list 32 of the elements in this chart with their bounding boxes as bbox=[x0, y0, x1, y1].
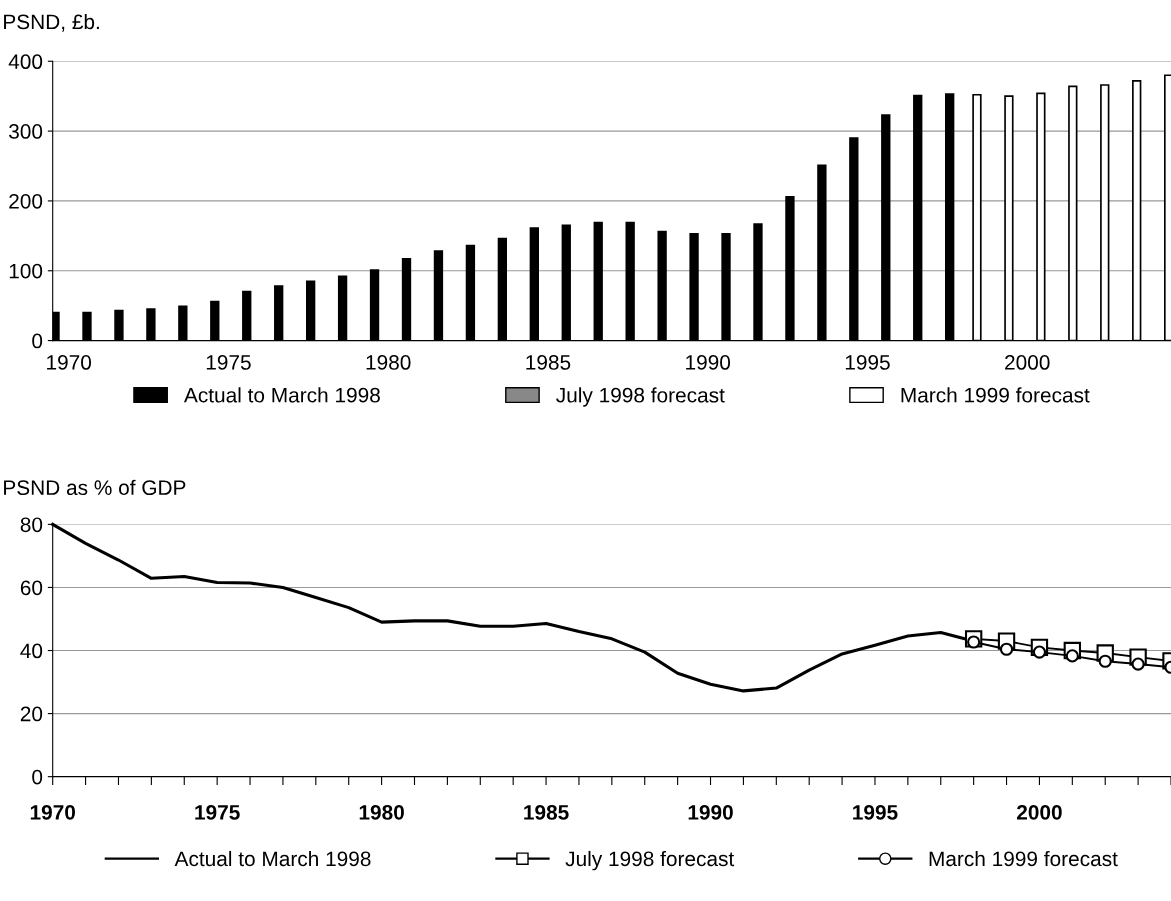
x-tick-label: 1970 bbox=[47, 355, 92, 370]
x-tick-label: 1990 bbox=[686, 355, 731, 370]
y-tick-label: 200 bbox=[9, 193, 43, 209]
x-tick-label: 2000 bbox=[1016, 804, 1062, 820]
x-tick-label: 1985 bbox=[524, 804, 569, 820]
y-tick-label: 0 bbox=[32, 769, 43, 785]
y-axis-title: PSND as % of GDP bbox=[4, 479, 186, 496]
y-tick-label: 300 bbox=[9, 124, 43, 139]
x-tick-label: 1995 bbox=[853, 804, 898, 820]
y-tick-label: 20 bbox=[20, 706, 43, 722]
y-tick-label: 40 bbox=[20, 643, 43, 659]
x-tick-label: 1990 bbox=[688, 804, 733, 820]
legend-label: March 1999 forecast bbox=[929, 850, 1118, 867]
legend-label: March 1999 forecast bbox=[901, 387, 1090, 403]
x-tick-label: 2000 bbox=[1005, 355, 1050, 370]
y-tick-label: 60 bbox=[20, 580, 43, 596]
legend-label: Actual to March 1998 bbox=[174, 850, 371, 867]
legend-label: July 1998 forecast bbox=[565, 850, 735, 871]
x-tick-label: 1975 bbox=[206, 355, 251, 370]
legend-label: Actual to March 1998 bbox=[183, 387, 380, 403]
x-tick-label: 1980 bbox=[359, 804, 404, 820]
y-tick-label: 400 bbox=[8, 54, 43, 70]
x-tick-label: 1975 bbox=[195, 804, 240, 820]
x-tick-label: 1970 bbox=[30, 804, 76, 820]
x-tick-label: 1980 bbox=[366, 355, 411, 370]
y-tick-label: 0 bbox=[32, 333, 43, 349]
y-axis-title: PSND, £b. bbox=[4, 13, 99, 32]
y-tick-label: 100 bbox=[9, 263, 43, 279]
y-tick-label: 80 bbox=[20, 517, 43, 533]
legend-label: July 1998 forecast bbox=[556, 387, 725, 407]
x-tick-label: 1985 bbox=[526, 355, 571, 370]
x-tick-label: 1995 bbox=[845, 355, 890, 370]
